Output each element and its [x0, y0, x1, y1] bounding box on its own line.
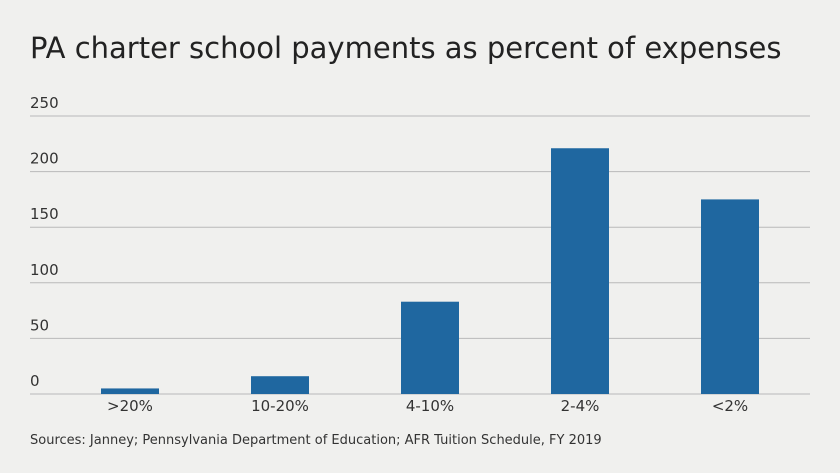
bar [101, 388, 159, 394]
x-tick-label: 10-20% [251, 397, 309, 415]
y-tick-label: 100 [30, 261, 59, 279]
y-tick-label: 0 [30, 372, 40, 390]
y-tick-label: 150 [30, 205, 59, 223]
x-tick-label: 2-4% [561, 397, 600, 415]
chart-title: PA charter school payments as percent of… [30, 31, 782, 65]
bar [401, 301, 459, 394]
bar [251, 376, 309, 394]
x-tick-label: >20% [107, 397, 153, 415]
bar [551, 148, 609, 394]
y-tick-label: 250 [30, 94, 59, 112]
y-tick-label: 50 [30, 316, 49, 334]
x-tick-label: 4-10% [406, 397, 454, 415]
y-tick-label: 200 [30, 150, 59, 168]
source-note: Sources: Janney; Pennsylvania Department… [30, 433, 602, 448]
bar [701, 199, 759, 394]
x-tick-label: <2% [712, 397, 748, 415]
